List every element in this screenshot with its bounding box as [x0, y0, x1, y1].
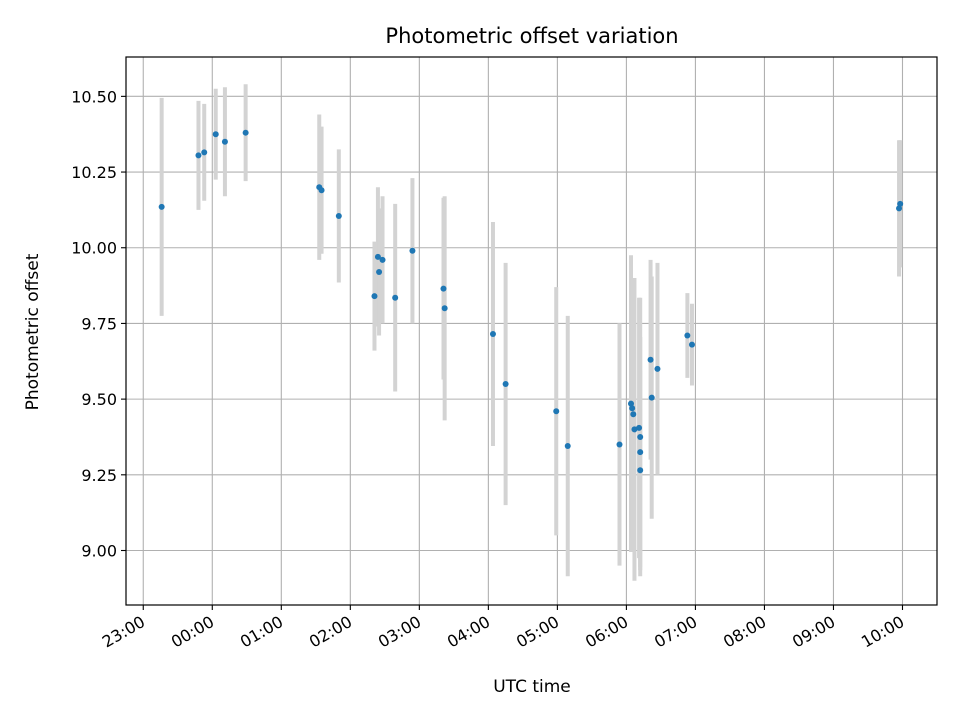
- y-axis-ticks: 9.00 9.25 9.50 9.75 10.00 10.25 10.50: [71, 87, 126, 561]
- data-point: [371, 293, 378, 300]
- data-point: [158, 203, 165, 210]
- y-tick-label: 10.50: [71, 87, 117, 106]
- data-point: [392, 294, 399, 301]
- y-axis-label: Photometric offset: [23, 253, 43, 410]
- y-tick-label: 9.00: [81, 542, 117, 561]
- y-tick-label: 9.75: [81, 314, 117, 333]
- chart-title: Photometric offset variation: [385, 24, 678, 48]
- data-point: [630, 411, 637, 418]
- data-point: [896, 205, 903, 212]
- data-point: [212, 131, 219, 138]
- data-point: [553, 408, 560, 415]
- data-point: [628, 400, 635, 407]
- y-tick-label: 9.25: [81, 466, 117, 485]
- y-tick-label: 10.00: [71, 239, 117, 258]
- data-point: [631, 426, 638, 433]
- data-point: [564, 443, 571, 450]
- data-point: [376, 268, 383, 275]
- grid: [126, 57, 937, 605]
- data-point: [318, 187, 325, 194]
- data-point: [195, 152, 202, 159]
- data-point: [242, 129, 249, 136]
- data-point: [897, 200, 904, 207]
- data-point: [379, 256, 386, 263]
- data-point: [637, 433, 644, 440]
- data-point: [637, 449, 644, 456]
- data-point: [647, 356, 654, 363]
- data-point: [616, 441, 623, 448]
- data-point: [629, 405, 636, 412]
- data-point: [374, 253, 381, 260]
- data-points: [158, 129, 904, 474]
- data-point: [409, 247, 416, 254]
- data-point: [335, 212, 342, 219]
- plot-frame: [125, 56, 938, 606]
- data-point: [441, 305, 448, 312]
- data-point: [502, 380, 509, 387]
- data-point: [637, 467, 644, 474]
- data-point: [440, 285, 447, 292]
- data-point: [684, 332, 691, 339]
- y-tick-label: 10.25: [71, 163, 117, 182]
- data-point: [221, 138, 228, 145]
- data-point: [489, 331, 496, 338]
- y-tick-label: 9.50: [81, 390, 117, 409]
- data-point: [654, 365, 661, 372]
- data-point: [201, 149, 208, 156]
- data-point: [688, 341, 695, 348]
- data-point: [636, 424, 643, 431]
- data-point: [648, 394, 655, 401]
- x-axis-label: UTC time: [493, 677, 571, 697]
